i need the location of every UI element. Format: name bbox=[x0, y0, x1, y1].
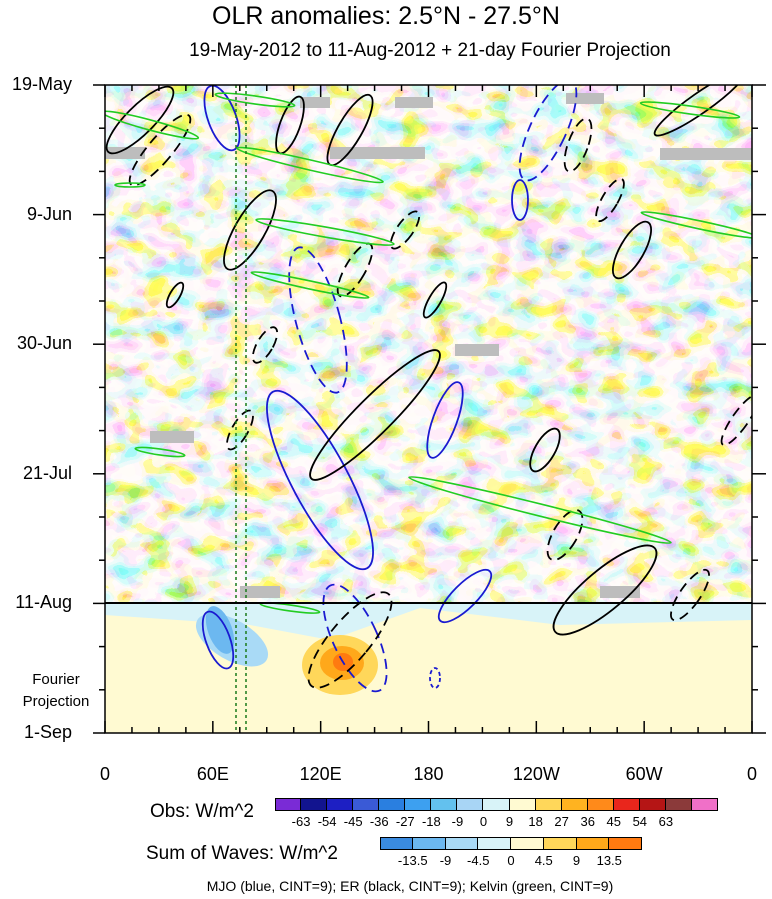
colorbar-level-label: -9 bbox=[439, 853, 452, 868]
colorbar-level-label: 4.5 bbox=[534, 853, 553, 868]
colorbar-swatch bbox=[613, 798, 640, 811]
colorbar-swatch bbox=[639, 798, 666, 811]
colorbar-level-label: -63 bbox=[291, 814, 311, 829]
colorbar-swatch bbox=[665, 798, 692, 811]
colorbar-level-label: 45 bbox=[606, 814, 621, 829]
colorbar-level-label: -9 bbox=[451, 814, 464, 829]
y-tick-label: 11-Aug bbox=[15, 592, 72, 613]
colorbar-level-label: 63 bbox=[658, 814, 674, 829]
obs-colorbar-label: Obs: W/m^2 bbox=[150, 801, 254, 822]
colorbar-level-label: 0 bbox=[479, 814, 488, 829]
colorbar-swatch bbox=[511, 837, 544, 850]
colorbar-swatch bbox=[457, 798, 484, 811]
waves-colorbar-label: Sum of Waves: W/m^2 bbox=[146, 843, 338, 864]
y-tick-label: 19-May bbox=[11, 74, 72, 94]
colorbar-swatch bbox=[509, 798, 536, 811]
x-tick-label: 0 bbox=[746, 764, 757, 784]
y-tick-label: 30-Jun bbox=[16, 333, 72, 354]
colorbar-level-label: 36 bbox=[580, 814, 595, 829]
colorbar-level-label: 27 bbox=[554, 814, 569, 829]
colorbar-level-label: 9 bbox=[572, 853, 581, 868]
x-tick-label: 60W bbox=[625, 764, 663, 784]
colorbar-level-label: -18 bbox=[421, 814, 441, 829]
colorbar-swatch bbox=[353, 798, 380, 811]
colorbar-swatch bbox=[405, 798, 432, 811]
colorbar-swatch bbox=[478, 837, 511, 850]
colorbar-swatch bbox=[576, 837, 610, 850]
chart-subtitle: 19-May-2012 to 11-Aug-2012 + 21-day Four… bbox=[189, 40, 671, 61]
projection-label: Fourier Projection bbox=[22, 671, 90, 710]
colorbar-swatch bbox=[587, 798, 614, 811]
colorbar-swatch bbox=[691, 798, 718, 811]
colorbar-swatch bbox=[275, 798, 302, 811]
colorbar-level-label: -45 bbox=[343, 814, 363, 829]
colorbar-level-label: -36 bbox=[369, 814, 389, 829]
colorbar-swatch bbox=[535, 798, 562, 811]
colorbar-level-label: -27 bbox=[395, 814, 415, 829]
x-tick-label: 180 bbox=[413, 764, 444, 784]
colorbar-level-label: -54 bbox=[317, 814, 337, 829]
colorbar-swatch bbox=[609, 837, 642, 850]
colorbar-swatch bbox=[327, 798, 354, 811]
x-tick-label: 60E bbox=[196, 764, 229, 784]
chart-title: OLR anomalies: 2.5°N - 27.5°N bbox=[212, 2, 560, 30]
x-tick-label: 0 bbox=[99, 764, 110, 784]
colorbar-swatch bbox=[412, 837, 446, 850]
colorbar-swatch bbox=[483, 798, 510, 811]
colorbar-swatch bbox=[301, 798, 328, 811]
colorbar-swatch bbox=[431, 798, 458, 811]
colorbar-level-label: 13.5 bbox=[596, 853, 622, 868]
x-tick-label: 120E bbox=[299, 764, 342, 784]
x-tick-label: 120W bbox=[512, 764, 560, 784]
colorbar-level-label: 0 bbox=[507, 853, 515, 868]
obs-colorbar bbox=[275, 798, 718, 811]
colorbar-swatch bbox=[445, 837, 479, 850]
y-tick-label: 21-Jul bbox=[22, 462, 72, 483]
colorbar-swatch bbox=[561, 798, 588, 811]
waves-colorbar bbox=[380, 837, 642, 850]
colorbar-swatch bbox=[379, 798, 406, 811]
colorbar-swatch bbox=[380, 837, 413, 850]
colorbar-level-label: -13.5 bbox=[397, 853, 428, 868]
obs-field bbox=[105, 85, 752, 603]
y-tick-label: 1-Sep bbox=[23, 722, 72, 742]
wave-legend-footer: MJO (blue, CINT=9); ER (black, CINT=9); … bbox=[206, 878, 614, 894]
colorbar-level-label: 54 bbox=[632, 814, 648, 829]
y-tick-label: 9-Jun bbox=[26, 203, 72, 224]
colorbar-level-label: 18 bbox=[528, 814, 543, 829]
colorbar-level-label: 9 bbox=[505, 814, 514, 829]
colorbar-swatch bbox=[543, 837, 577, 850]
colorbar-level-label: -4.5 bbox=[467, 853, 490, 868]
